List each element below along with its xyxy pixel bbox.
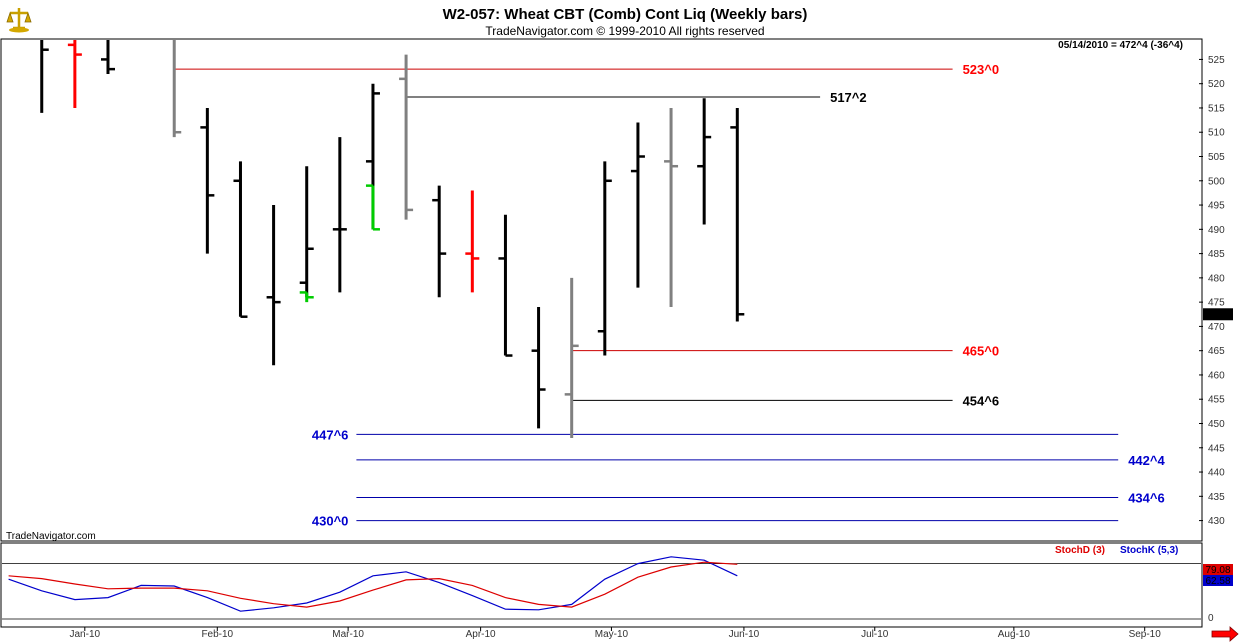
ohlc-bar bbox=[564, 277, 579, 439]
level-label: 447^6 bbox=[312, 427, 349, 442]
level-label: 517^2 bbox=[830, 90, 867, 105]
status-readout: 05/14/2010 = 472^4 (-36^4) bbox=[1058, 40, 1183, 51]
price-bars bbox=[40, 0, 745, 439]
price-panel-frame bbox=[0, 38, 1203, 542]
stochk-value-label: 62.58 bbox=[1205, 576, 1230, 587]
ohlc-bar bbox=[432, 185, 447, 298]
ohlc-bar bbox=[365, 184, 380, 231]
ohlc-bar bbox=[100, 40, 115, 74]
ohlc-bar bbox=[697, 98, 712, 225]
price-tick-label: 485 bbox=[1208, 249, 1225, 260]
price-tick-label: 460 bbox=[1208, 370, 1225, 381]
stochk-line bbox=[8, 556, 738, 612]
ohlc-bar bbox=[630, 122, 645, 288]
chart-title: W2-057: Wheat CBT (Comb) Cont Liq (Weekl… bbox=[443, 6, 808, 23]
ohlc-bar bbox=[730, 107, 745, 322]
stochastic-plot bbox=[2, 556, 1201, 620]
ohlc-bar bbox=[332, 137, 347, 293]
scroll-right-arrow-icon[interactable] bbox=[1211, 626, 1239, 642]
level-label: 465^0 bbox=[963, 344, 1000, 359]
price-tick-label: 495 bbox=[1208, 201, 1225, 212]
ohlc-bar bbox=[299, 291, 314, 303]
price-tick-label: 525 bbox=[1208, 55, 1225, 66]
stochk-value-box bbox=[1203, 575, 1233, 586]
price-tick-label: 480 bbox=[1208, 273, 1225, 284]
price-tick-label: 500 bbox=[1208, 176, 1225, 187]
price-tick-label: 490 bbox=[1208, 225, 1225, 236]
indicator-zero-label: 0 bbox=[1208, 613, 1214, 624]
ohlc-bar bbox=[233, 161, 248, 318]
ohlc-bar bbox=[399, 54, 414, 220]
ohlc-bar bbox=[266, 205, 281, 366]
time-tick-label: Aug-10 bbox=[998, 629, 1031, 640]
time-tick-label: May-10 bbox=[595, 629, 629, 640]
balance-scale-logo-icon bbox=[4, 4, 34, 34]
ohlc-bar bbox=[498, 214, 513, 357]
time-tick-label: Feb-10 bbox=[201, 629, 233, 640]
current-price-label: 472^4 bbox=[1205, 310, 1232, 321]
level-label: 454^6 bbox=[963, 393, 1000, 408]
ohlc-bar bbox=[40, 40, 49, 113]
current-price-box bbox=[1203, 308, 1233, 321]
ohlc-bar bbox=[465, 190, 480, 293]
level-label: 434^6 bbox=[1128, 491, 1165, 506]
ohlc-bar bbox=[134, 0, 148, 11]
chart-subtitle: TradeNavigator.com © 1999-2010 All right… bbox=[485, 24, 764, 38]
price-tick-label: 435 bbox=[1208, 492, 1225, 503]
current-price-marker: 472^4 bbox=[1203, 308, 1233, 321]
ohlc-bar bbox=[67, 40, 82, 108]
level-label: 523^0 bbox=[963, 62, 1000, 77]
stochd-value-box bbox=[1203, 564, 1233, 575]
price-tick-label: 505 bbox=[1208, 152, 1225, 163]
price-tick-label: 465 bbox=[1208, 346, 1225, 357]
level-label: 430^0 bbox=[312, 514, 349, 529]
time-tick-label: Mar-10 bbox=[332, 629, 364, 640]
stochd-value-label: 79.08 bbox=[1205, 565, 1230, 576]
price-tick-label: 475 bbox=[1208, 298, 1225, 309]
ohlc-bar bbox=[664, 107, 679, 307]
watermark: TradeNavigator.com bbox=[6, 531, 96, 542]
price-tick-label: 515 bbox=[1208, 103, 1225, 114]
price-axis: 430 435 440 445 450 455 460 465 470 475 480 485 490 4… bbox=[1199, 55, 1225, 527]
time-tick-label: Jul-10 bbox=[861, 629, 889, 640]
stochk-legend: StochK (5,3) bbox=[1120, 545, 1178, 556]
price-tick-label: 450 bbox=[1208, 419, 1225, 430]
price-tick-label: 445 bbox=[1208, 443, 1225, 454]
time-tick-label: Sep-10 bbox=[1129, 629, 1162, 640]
ohlc-bar bbox=[299, 166, 314, 298]
time-tick-label: Jun-10 bbox=[729, 629, 760, 640]
price-tick-label: 440 bbox=[1208, 468, 1225, 479]
time-axis: Jan-10 Feb-10 Mar-10 Apr-10 May-10 Jun-10 Jul-… bbox=[70, 627, 1162, 640]
ohlc-bar bbox=[531, 306, 546, 429]
price-tick-label: 470 bbox=[1208, 322, 1225, 333]
ohlc-bar bbox=[597, 161, 612, 356]
indicator-panel-frame bbox=[0, 542, 1203, 628]
stochd-legend: StochD (3) bbox=[1055, 545, 1105, 556]
time-tick-label: Jan-10 bbox=[70, 629, 101, 640]
time-tick-label: Apr-10 bbox=[466, 629, 496, 640]
level-lines: 523^0 517^2 465^0 454^6 447^6 442^4 434^6 430^0 bbox=[174, 62, 1165, 529]
ohlc-bar bbox=[172, 40, 182, 138]
stochd-line bbox=[8, 561, 738, 608]
price-tick-label: 520 bbox=[1208, 79, 1225, 90]
ohlc-bar bbox=[200, 107, 215, 254]
price-tick-label: 430 bbox=[1208, 516, 1225, 527]
price-tick-label: 455 bbox=[1208, 395, 1225, 406]
price-tick-label: 510 bbox=[1208, 128, 1225, 139]
level-label: 442^4 bbox=[1128, 453, 1165, 468]
